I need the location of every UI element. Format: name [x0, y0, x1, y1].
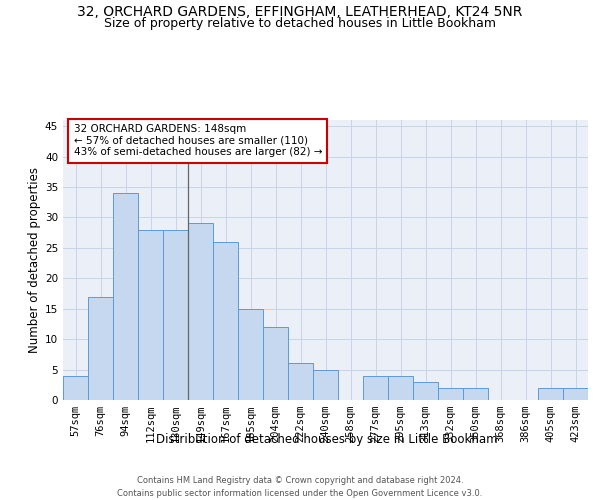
- Bar: [388, 376, 413, 400]
- Bar: [238, 308, 263, 400]
- Bar: [88, 296, 113, 400]
- Bar: [163, 230, 188, 400]
- Bar: [538, 388, 563, 400]
- Y-axis label: Number of detached properties: Number of detached properties: [28, 167, 41, 353]
- Text: Contains HM Land Registry data © Crown copyright and database right 2024.
Contai: Contains HM Land Registry data © Crown c…: [118, 476, 482, 498]
- Bar: [363, 376, 388, 400]
- Text: 32, ORCHARD GARDENS, EFFINGHAM, LEATHERHEAD, KT24 5NR: 32, ORCHARD GARDENS, EFFINGHAM, LEATHERH…: [77, 5, 523, 19]
- Bar: [288, 364, 313, 400]
- Bar: [213, 242, 238, 400]
- Bar: [413, 382, 438, 400]
- Text: 32 ORCHARD GARDENS: 148sqm
← 57% of detached houses are smaller (110)
43% of sem: 32 ORCHARD GARDENS: 148sqm ← 57% of deta…: [74, 124, 322, 158]
- Text: Size of property relative to detached houses in Little Bookham: Size of property relative to detached ho…: [104, 18, 496, 30]
- Bar: [563, 388, 588, 400]
- Bar: [313, 370, 338, 400]
- Bar: [263, 327, 288, 400]
- Bar: [438, 388, 463, 400]
- Bar: [188, 224, 213, 400]
- Bar: [113, 193, 138, 400]
- Text: Distribution of detached houses by size in Little Bookham: Distribution of detached houses by size …: [156, 432, 498, 446]
- Bar: [138, 230, 163, 400]
- Bar: [463, 388, 488, 400]
- Bar: [63, 376, 88, 400]
